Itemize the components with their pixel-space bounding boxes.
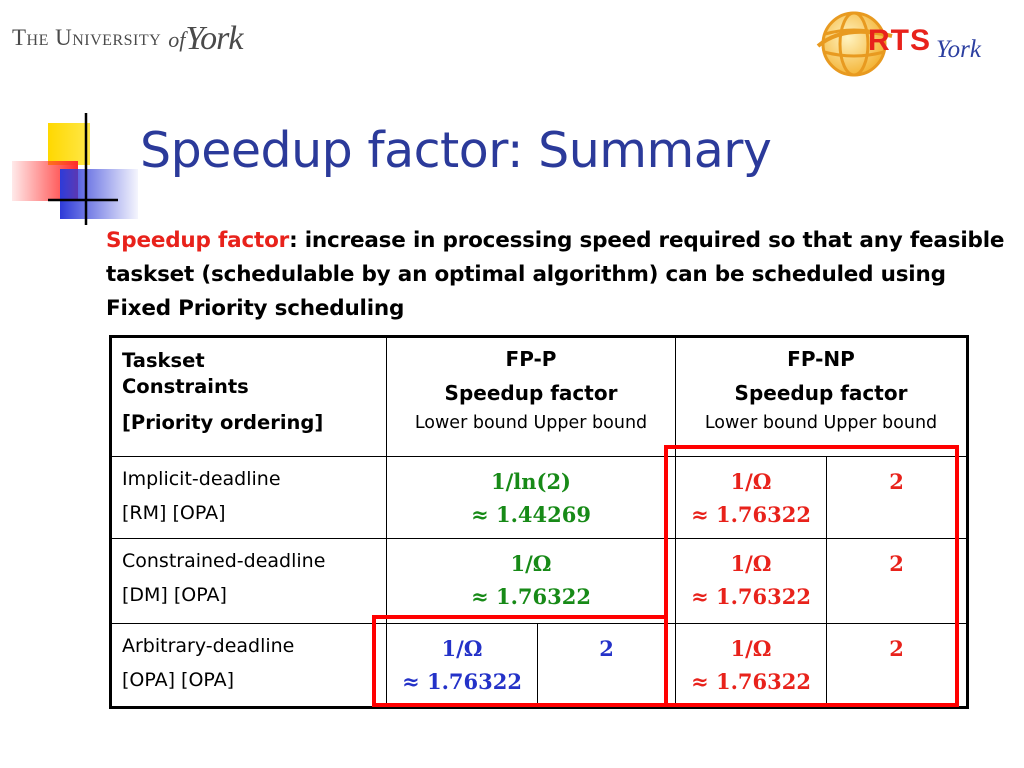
rts-logo-text: RTS [868,24,931,57]
header-col1-line2: Constraints [122,375,249,398]
fpnp-lower-line1: 1/Ω [730,636,772,661]
definition-text: : increase in processing speed required … [106,228,1005,321]
header-taskset-constraints: Taskset Constraints [Priority ordering] [110,336,387,457]
table-header-row: Taskset Constraints [Priority ordering] … [110,336,968,457]
table-row: Constrained-deadline [DM] [OPA] 1/Ω ≈ 1.… [110,538,968,624]
fpnp-upper-cell: 2 [826,538,968,624]
row-constraint: Constrained-deadline [122,550,326,572]
fpp-value-line1: 1/ln(2) [490,469,571,494]
fpp-lower-line1: 1/Ω [441,636,483,661]
header-col1-line3: [Priority ordering] [122,411,324,434]
fpnp-upper-value: 2 [889,636,904,661]
fpp-lower-line2: ≈ 1.76322 [402,669,522,694]
table-row: Implicit-deadline [RM] [OPA] 1/ln(2) ≈ 1… [110,456,968,539]
fpp-upper-cell: 2 [537,623,676,708]
header-fp-np: FP-NP Speedup factor Lower bound Upper b… [675,336,968,457]
table-row: Arbitrary-deadline [OPA] [OPA] 1/Ω ≈ 1.7… [110,623,968,708]
fpnp-lower-line1: 1/Ω [730,469,772,494]
header-fpnp-title: FP-NP [787,347,855,371]
fpnp-upper-value: 2 [889,551,904,576]
header-fpnp-sub: Speedup factor [734,381,908,405]
fpnp-upper-value: 2 [889,469,904,494]
fpnp-lower-line2: ≈ 1.76322 [691,669,811,694]
fpnp-upper-cell: 2 [826,456,968,539]
speedup-definition: Speedup factor: increase in processing s… [106,224,1006,326]
rts-logo-york: York [936,36,981,63]
definition-term: Speedup factor [106,228,290,253]
fpp-speedup-cell: 1/ln(2) ≈ 1.44269 [386,456,676,539]
slide-title: Speedup factor: Summary [140,122,772,179]
row-ordering: [OPA] [OPA] [122,669,235,691]
fpp-value-line1: 1/Ω [510,551,552,576]
fpp-lower-cell: 1/Ω ≈ 1.76322 [386,623,538,708]
fpp-speedup-cell: 1/Ω ≈ 1.76322 [386,538,676,624]
speedup-summary-table: Taskset Constraints [Priority ordering] … [109,335,969,709]
header-fpnp-bounds: Lower bound Upper bound [704,413,938,433]
fpnp-lower-line2: ≈ 1.76322 [691,502,811,527]
university-logo-main: The University [12,25,162,50]
university-logo-of: of [168,27,186,52]
fpnp-lower-cell: 1/Ω ≈ 1.76322 [675,456,827,539]
fpp-value-line2: ≈ 1.76322 [471,584,591,609]
fpnp-lower-cell: 1/Ω ≈ 1.76322 [675,623,827,708]
row-constraint: Arbitrary-deadline [122,635,295,657]
fpnp-lower-cell: 1/Ω ≈ 1.76322 [675,538,827,624]
fpp-upper-value: 2 [599,636,614,661]
header-col1-line1: Taskset [122,349,205,372]
header-fpp-title: FP-P [505,347,557,371]
fpnp-lower-line2: ≈ 1.76322 [691,584,811,609]
globe-icon [816,11,893,77]
header-fpp-sub: Speedup factor [444,381,618,405]
row-constraint: Implicit-deadline [122,468,281,490]
fpnp-upper-cell: 2 [826,623,968,708]
decorative-squares [12,113,138,225]
header-fp-p: FP-P Speedup factor Lower bound Upper bo… [386,336,676,457]
header-fpp-bounds: Lower bound Upper bound [414,413,648,433]
row-ordering: [DM] [OPA] [122,584,227,606]
rts-york-logo: RTS York [814,6,1010,80]
university-logo-york: York [185,20,243,57]
fpnp-lower-line1: 1/Ω [730,551,772,576]
row-ordering: [RM] [OPA] [122,502,226,524]
row-constraint-cell: Constrained-deadline [DM] [OPA] [110,538,387,624]
fpp-value-line2: ≈ 1.44269 [471,502,591,527]
row-constraint-cell: Arbitrary-deadline [OPA] [OPA] [110,623,387,708]
university-of-york-logo: The University ofYork [12,10,243,57]
row-constraint-cell: Implicit-deadline [RM] [OPA] [110,456,387,539]
